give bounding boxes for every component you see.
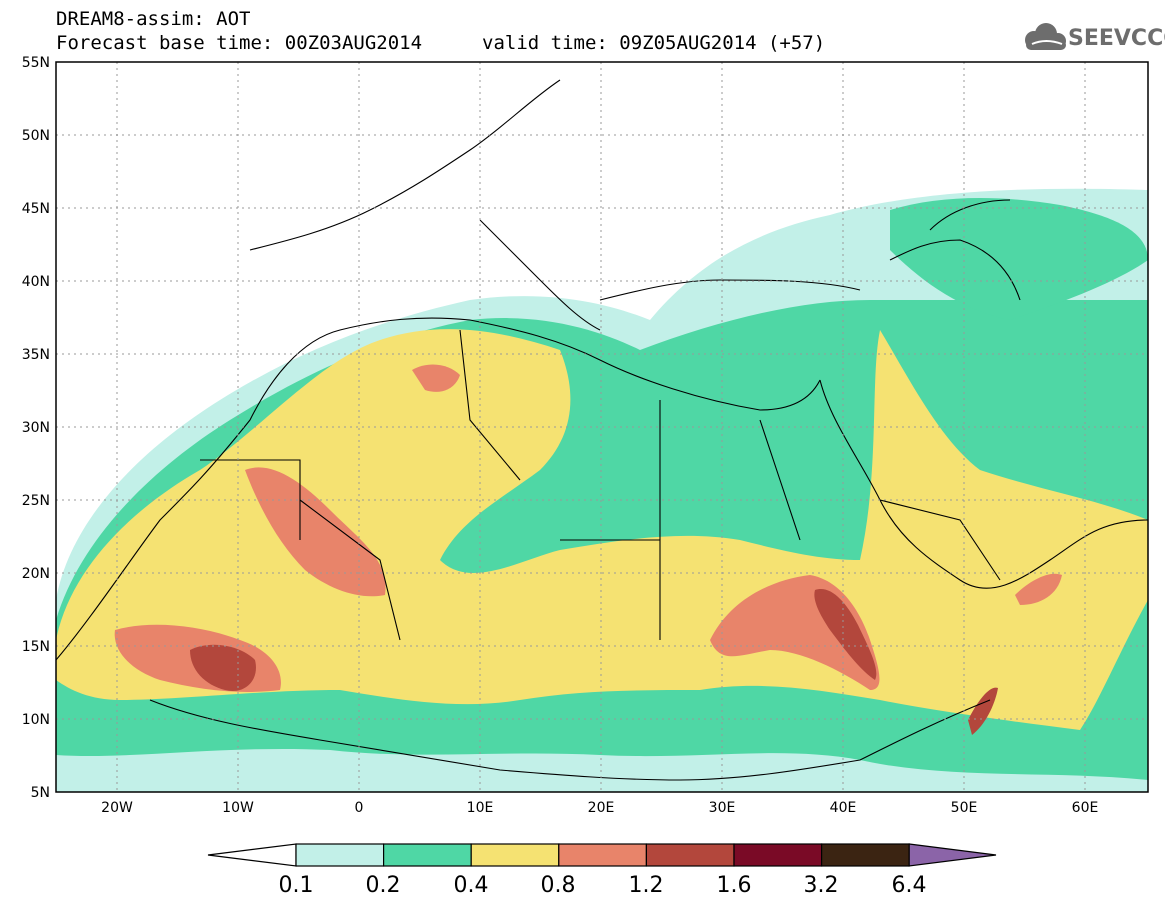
lat-tick: 50N: [22, 128, 50, 144]
colorbar-label: 6.4: [892, 873, 927, 898]
aot-patch-peak-somalia: [968, 687, 998, 735]
valid-time: valid time: 09Z05AUG2014 (+57): [482, 32, 826, 54]
colorbar-arrow-low: [207, 843, 297, 867]
colorbar-swatch: [733, 843, 823, 867]
lon-tick: 50E: [951, 800, 978, 816]
lat-tick: 45N: [22, 201, 50, 217]
lon-axis: 20W 10W 0 10E 20E 30E 40E 50E 60E: [101, 800, 1098, 816]
lon-tick: 10W: [222, 800, 254, 816]
lat-tick: 15N: [22, 639, 50, 655]
aot-patch-caspian: [890, 198, 1148, 320]
lat-tick: 30N: [22, 420, 50, 436]
lon-tick: 10E: [467, 800, 494, 816]
lat-tick: 20N: [22, 566, 50, 582]
aot-patch-peak-west: [190, 644, 256, 691]
aot-patch-peak-east: [814, 589, 877, 680]
lat-tick: 10N: [22, 712, 50, 728]
colorbar-arrow-high: [908, 843, 997, 867]
colorbar-swatch: [295, 843, 385, 867]
lat-axis: 55N 50N 45N 40N 35N 30N 25N 20N 15N 10N …: [22, 55, 50, 801]
gridlines: [56, 62, 1148, 792]
forecast-base-time: Forecast base time: 00Z03AUG2014: [56, 32, 423, 54]
colorbar-label: 0.1: [279, 873, 314, 898]
colorbar: [207, 843, 997, 867]
colorbar-label: 0.2: [366, 873, 401, 898]
plot-frame: [55, 61, 1149, 793]
cloud-icon: [1025, 23, 1066, 50]
lat-tick: 5N: [31, 785, 50, 801]
lat-tick: 55N: [22, 55, 50, 71]
aot-field: [56, 188, 1148, 792]
lat-tick: 35N: [22, 347, 50, 363]
lon-tick: 40E: [830, 800, 857, 816]
lon-tick: 20W: [101, 800, 133, 816]
colorbar-label: 3.2: [804, 873, 839, 898]
lon-tick: 30E: [709, 800, 736, 816]
colorbar-label: 0.8: [541, 873, 576, 898]
lat-tick: 25N: [22, 493, 50, 509]
map-title: DREAM8-assim: AOT: [56, 8, 251, 30]
colorbar-labels: 0.1 0.2 0.4 0.8 1.2 1.6 3.2 6.4: [279, 873, 927, 898]
colorbar-label: 1.2: [629, 873, 664, 898]
colorbar-label: 1.6: [717, 873, 752, 898]
coastlines: [56, 79, 1148, 781]
logo-text: SEEVCCC: [1068, 26, 1165, 51]
aot-patch-libya: [412, 364, 460, 392]
colorbar-swatch: [470, 843, 560, 867]
lon-tick: 20E: [588, 800, 615, 816]
colorbar-swatch: [645, 843, 735, 867]
colorbar-label: 0.4: [454, 873, 489, 898]
colorbar-swatch: [558, 843, 647, 867]
aot-band-high: [56, 329, 1148, 730]
colorbar-swatch: [820, 843, 910, 867]
aot-patch-arabia: [1015, 573, 1062, 605]
lon-tick: 0: [355, 800, 364, 816]
lat-tick: 40N: [22, 274, 50, 290]
aot-patch-mauritania: [245, 467, 386, 597]
lon-tick: 60E: [1072, 800, 1099, 816]
colorbar-swatch: [383, 843, 472, 867]
